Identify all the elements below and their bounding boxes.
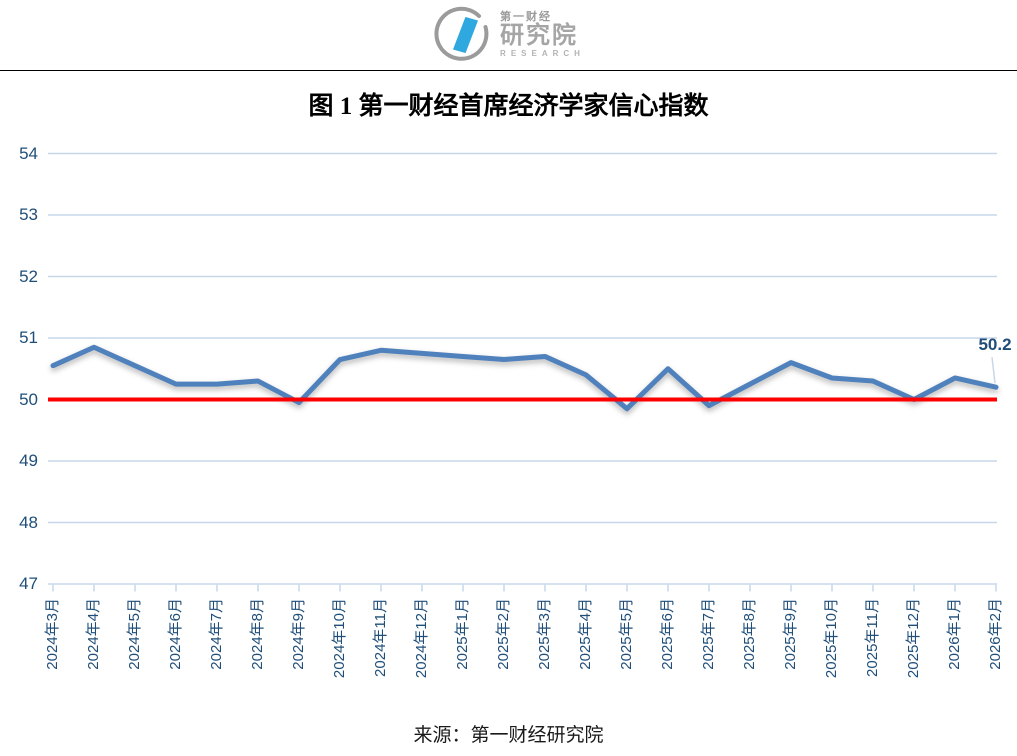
x-axis-tick-label: 2025年12月 (905, 598, 922, 679)
last-point-data-label: 50.2 (978, 335, 1012, 354)
logo-brand-small: 第一财经 (500, 11, 553, 23)
x-axis-tick-label: 2024年11月 (372, 598, 389, 677)
x-axis-tick-label: 2024年3月 (44, 598, 61, 670)
y-axis-tick-label: 51 (19, 328, 38, 347)
x-axis-tick-label: 2025年5月 (618, 598, 635, 670)
source-note: 来源：第一财经研究院 (413, 725, 604, 746)
logo-brand-en: RESEARCH (500, 49, 585, 58)
x-axis-tick-label: 2025年11月 (864, 598, 881, 677)
header: 第一财经 研究院 RESEARCH (0, 0, 1017, 71)
x-axis-tick-label: 2025年7月 (700, 598, 717, 670)
y-axis-tick-label: 50 (19, 389, 38, 409)
x-axis-tick-label: 2024年4月 (85, 598, 102, 670)
x-axis-tick-label: 2025年8月 (741, 598, 758, 670)
confidence-index-line (50, 344, 999, 412)
x-axis-tick-label: 2025年3月 (536, 598, 553, 670)
x-axis-tick-label: 2026年1月 (946, 598, 963, 670)
y-axis-tick-label: 47 (19, 574, 38, 593)
x-axis-tick-label: 2024年8月 (249, 598, 266, 670)
y-axis-tick-label: 52 (19, 266, 38, 286)
yicai-research-logo: 第一财经 研究院 RESEARCH (0, 5, 1017, 65)
x-axis-tick-label: 2025年2月 (495, 598, 512, 670)
y-axis-tick-label: 53 (19, 205, 38, 224)
y-axis-tick-label: 54 (19, 143, 38, 163)
y-axis-tick-label: 49 (19, 451, 38, 470)
x-axis-tick-label: 2024年10月 (331, 598, 348, 679)
x-axis-tick-label: 2024年12月 (413, 598, 430, 679)
x-axis-tick-label: 2025年6月 (659, 598, 676, 670)
x-axis-tick-label: 2024年7月 (208, 598, 225, 670)
logo-text: 第一财经 研究院 RESEARCH (500, 12, 585, 58)
y-axis-tick-label: 48 (19, 512, 38, 532)
x-axis-tick-label: 2025年10月 (823, 598, 840, 679)
header-divider (0, 70, 1017, 71)
x-axis-tick-label: 2024年6月 (167, 598, 184, 670)
end-label-leader-line (991, 357, 996, 384)
x-axis-tick-label: 2025年9月 (782, 598, 799, 670)
x-axis-tick-label: 2026年2月 (987, 598, 1004, 670)
x-axis-tick-label: 2024年9月 (290, 598, 307, 670)
chart-title: 图 1 第一财经首席经济学家信心指数 (308, 93, 709, 120)
x-axis-tick-label: 2025年4月 (577, 598, 594, 670)
logo-brand-big: 研究院 (500, 22, 579, 49)
x-axis-tick-label: 2025年1月 (454, 598, 471, 670)
x-axis-tick-label: 2024年5月 (126, 598, 143, 670)
logo-mark-icon (434, 6, 489, 61)
